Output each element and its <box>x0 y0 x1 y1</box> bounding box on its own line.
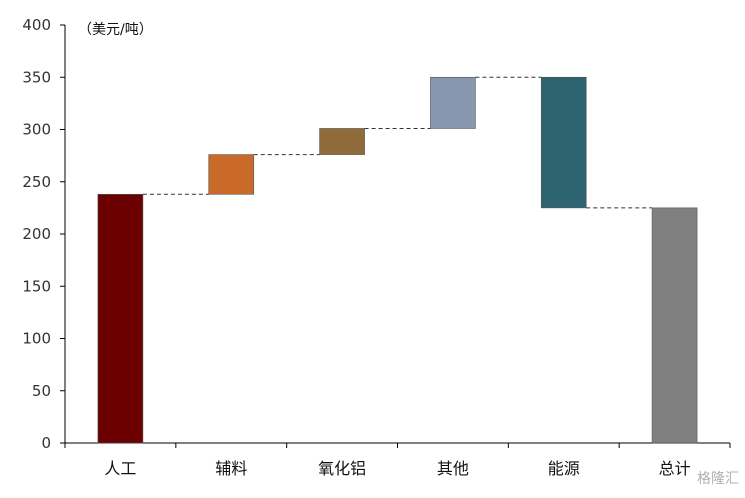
x-axis: 人工 辅料 氧化铝 其他 能源 总计 <box>64 442 731 478</box>
bar-1 <box>97 193 144 444</box>
bar-6 <box>651 207 698 444</box>
x-tick-label: 总计 <box>659 459 691 478</box>
y-tick-label: 150 <box>22 277 51 295</box>
x-tick-label: 氧化铝 <box>318 459 366 478</box>
bars <box>97 76 698 444</box>
x-tick-label: 辅料 <box>215 459 247 478</box>
y-tick-label: 300 <box>22 121 51 139</box>
bar-4 <box>430 76 476 129</box>
x-tick-label: 人工 <box>104 459 136 478</box>
y-tick-label: 0 <box>41 434 51 452</box>
x-tick-label: 能源 <box>548 459 580 478</box>
y-axis: 0 50 100 150 200 250 300 350 400 <box>22 16 66 452</box>
connector-lines <box>142 76 653 209</box>
y-tick-label: 50 <box>32 382 51 400</box>
unit-label: （美元/吨） <box>78 22 153 38</box>
bar-3 <box>319 128 365 155</box>
y-tick-label: 400 <box>22 16 51 34</box>
y-tick-label: 350 <box>22 68 51 86</box>
x-tick-label: 其他 <box>437 459 469 478</box>
y-tick-label: 100 <box>22 330 51 348</box>
watermark: 格隆汇 <box>697 471 739 487</box>
bar-2 <box>208 154 255 195</box>
y-tick-label: 250 <box>22 173 51 191</box>
bar-5 <box>540 76 587 209</box>
y-tick-label: 200 <box>22 225 51 243</box>
